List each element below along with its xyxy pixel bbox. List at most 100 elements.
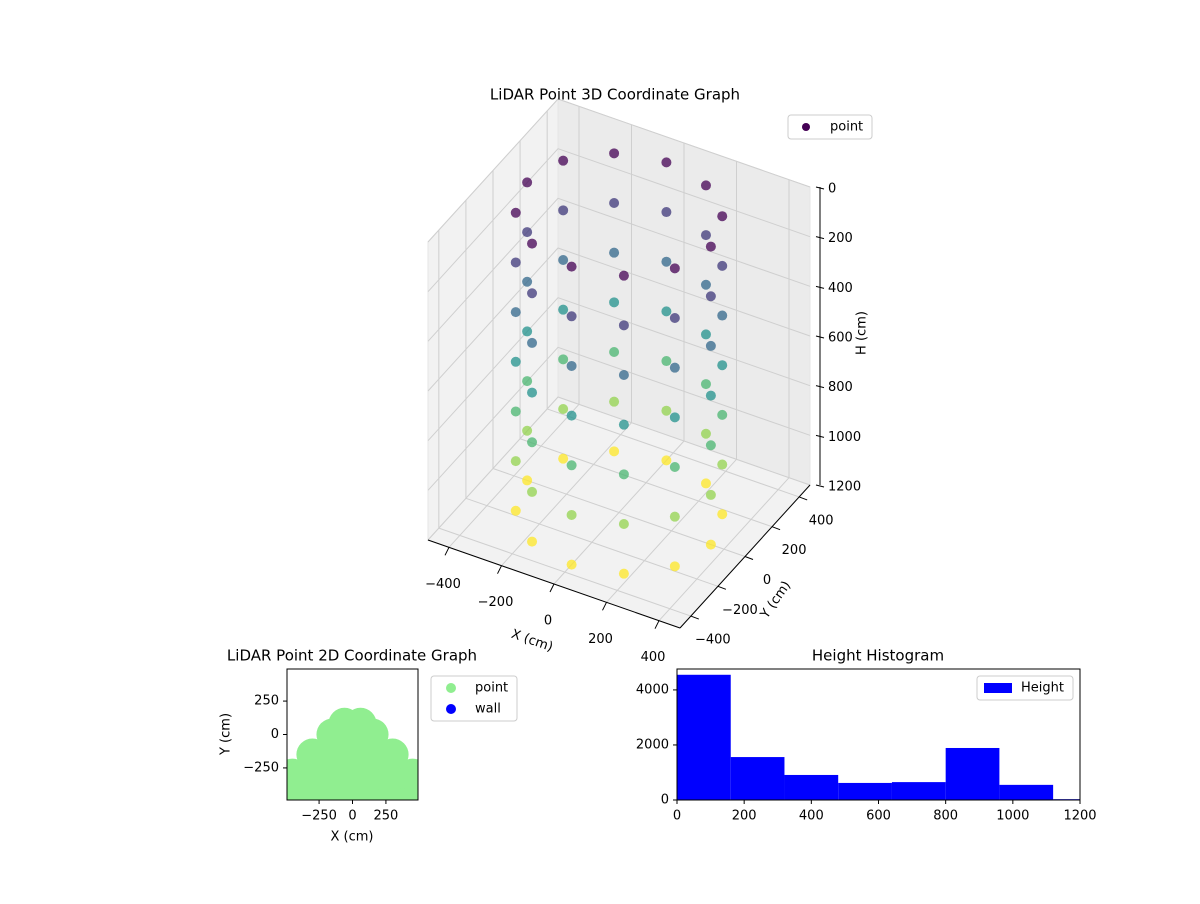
point xyxy=(700,230,711,241)
point xyxy=(669,313,680,324)
point xyxy=(609,148,620,159)
grid-line xyxy=(427,346,811,491)
point xyxy=(618,469,629,480)
point xyxy=(705,291,716,302)
point xyxy=(700,329,711,340)
point xyxy=(510,406,521,417)
grid-line xyxy=(427,247,811,392)
x-tick-label: 200 xyxy=(732,809,757,824)
point xyxy=(609,446,620,457)
point xyxy=(566,410,577,421)
x-tick-label: 0 xyxy=(544,614,552,629)
point xyxy=(705,340,716,351)
x-tick-label: 0 xyxy=(673,809,681,824)
point xyxy=(661,455,672,466)
chart-title: LiDAR Point 3D Coordinate Graph xyxy=(490,86,740,104)
legend-label: Height xyxy=(1021,681,1064,696)
y-tick xyxy=(798,496,808,501)
legend-label: point xyxy=(475,681,508,696)
point xyxy=(558,354,569,365)
y-tick-label: −200 xyxy=(722,603,758,618)
point xyxy=(669,362,680,373)
legend-marker xyxy=(802,123,810,131)
point xyxy=(661,256,672,267)
point xyxy=(618,270,629,281)
point xyxy=(522,326,533,337)
point xyxy=(566,559,577,570)
z-tick-label: 200 xyxy=(828,231,853,246)
x-tick-label: −250 xyxy=(301,809,337,824)
point xyxy=(717,409,728,420)
point xyxy=(669,561,680,572)
grid-line xyxy=(427,396,811,541)
point xyxy=(510,257,521,268)
point xyxy=(527,238,538,249)
point xyxy=(510,505,521,516)
x-axis xyxy=(427,539,681,629)
point xyxy=(566,360,577,371)
point xyxy=(566,261,577,272)
point xyxy=(527,437,538,448)
x-tick-label: 400 xyxy=(799,809,824,824)
point xyxy=(510,356,521,367)
legend-swatch xyxy=(984,683,1012,693)
x-tick-label: 800 xyxy=(933,809,958,824)
y-tick xyxy=(690,615,700,620)
y-tick-label: 0 xyxy=(271,727,279,742)
point xyxy=(522,276,533,287)
y-tick-label: 400 xyxy=(809,513,834,528)
point xyxy=(705,390,716,401)
x-tick-label: 200 xyxy=(588,632,613,647)
point xyxy=(618,419,629,430)
x-tick-label: 600 xyxy=(866,809,891,824)
point xyxy=(609,297,620,308)
grid-line xyxy=(427,148,811,293)
y-tick xyxy=(744,556,754,560)
bar xyxy=(838,782,892,800)
point xyxy=(669,511,680,522)
point xyxy=(376,738,409,771)
point xyxy=(661,356,672,367)
y-tick-label: 2000 xyxy=(636,737,669,752)
point xyxy=(527,486,538,497)
y-tick-label: −250 xyxy=(243,760,279,775)
point xyxy=(669,263,680,274)
x-tick xyxy=(497,565,502,574)
point xyxy=(510,207,521,218)
point xyxy=(609,346,620,357)
grid-line xyxy=(427,197,811,342)
legend-box xyxy=(787,114,873,140)
point xyxy=(618,370,629,381)
legend-label: wall xyxy=(475,702,501,717)
point xyxy=(522,376,533,387)
x-tick-label: 1000 xyxy=(996,809,1029,824)
bar xyxy=(945,747,1000,800)
point xyxy=(609,197,620,208)
point xyxy=(700,180,711,191)
point xyxy=(566,509,577,520)
point xyxy=(510,456,521,467)
point xyxy=(700,478,711,489)
point xyxy=(661,157,672,168)
x-tick-label: 400 xyxy=(641,650,666,665)
point xyxy=(717,360,728,371)
chart-title: LiDAR Point 2D Coordinate Graph xyxy=(227,647,477,665)
legend-marker xyxy=(446,683,456,693)
z-tick-label: 1200 xyxy=(828,480,861,495)
point xyxy=(558,205,569,216)
point xyxy=(669,412,680,423)
y-tick-label: 0 xyxy=(763,573,771,588)
x-tick-label: 250 xyxy=(374,809,399,824)
point xyxy=(705,241,716,252)
legend-marker xyxy=(446,704,456,714)
bar xyxy=(999,784,1054,800)
x-axis-label: X (cm) xyxy=(509,627,555,655)
point xyxy=(522,227,533,238)
point xyxy=(618,568,629,579)
point xyxy=(669,462,680,473)
z-tick-label: 800 xyxy=(828,380,853,395)
x-tick xyxy=(654,620,660,629)
z-tick-label: 400 xyxy=(828,281,853,296)
y-axis xyxy=(679,484,811,629)
